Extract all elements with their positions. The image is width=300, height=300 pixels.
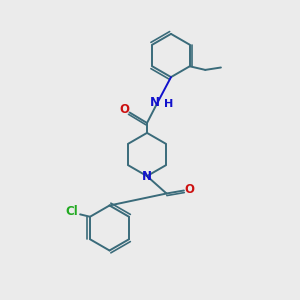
Text: O: O (119, 103, 129, 116)
Text: O: O (184, 183, 194, 196)
Text: H: H (164, 99, 174, 109)
Text: N: N (149, 96, 160, 109)
Text: N: N (142, 170, 152, 183)
Text: Cl: Cl (66, 205, 78, 218)
